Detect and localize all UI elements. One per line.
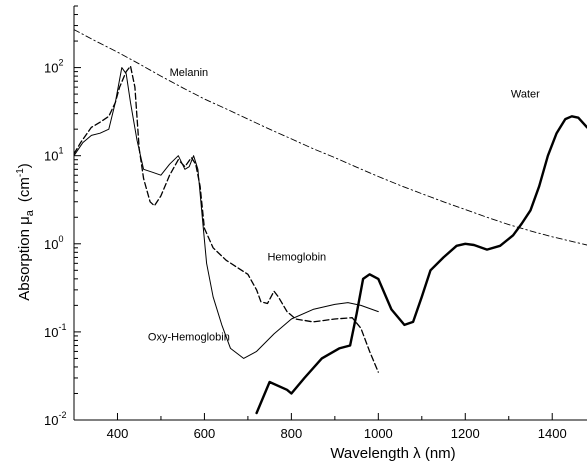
- y-axis-label-unit-close: ): [16, 163, 33, 168]
- y-tick-exp: 1: [58, 146, 63, 156]
- y-tick-exp: -1: [58, 322, 66, 332]
- y-axis-label-unit: (cm: [16, 177, 33, 202]
- y-tick-exp: 2: [58, 58, 63, 68]
- y-tick-base: 10: [44, 413, 58, 428]
- series-melanin: [74, 29, 587, 246]
- y-tick-label: 101: [44, 146, 63, 164]
- y-tick-base: 10: [44, 237, 58, 252]
- y-axis-label-unit-exp: -1: [15, 168, 26, 177]
- x-tick-label: 600: [194, 426, 216, 441]
- y-tick-label: 102: [44, 58, 63, 76]
- y-tick-label: 10-1: [44, 322, 66, 340]
- y-tick-exp: -2: [58, 410, 66, 420]
- y-tick-label: 100: [44, 234, 63, 252]
- y-axis-label-subscript: a: [24, 209, 36, 216]
- y-tick-label: 10-2: [44, 410, 66, 428]
- y-axis-label-prefix: Absorption μ: [16, 216, 33, 301]
- annotations: Melanin Water Hemoglobin Oxy-Hemoglobin: [148, 67, 540, 343]
- series-hemoglobin: [74, 65, 379, 373]
- y-axis-label: Absorption μa (cm-1): [15, 163, 36, 301]
- x-tick-label: 400: [107, 426, 129, 441]
- x-tick-label: 1200: [451, 426, 480, 441]
- x-axis-label: Wavelength λ (nm): [330, 445, 455, 462]
- y-tick-base: 10: [44, 61, 58, 76]
- y-tick-base: 10: [44, 325, 58, 340]
- annotation-hemoglobin: Hemoglobin: [267, 251, 326, 263]
- annotation-water: Water: [511, 88, 540, 100]
- series-water: [255, 115, 587, 415]
- plot-lines: [74, 29, 587, 415]
- y-tick-base: 10: [44, 149, 58, 164]
- annotation-oxy-hemoglobin: Oxy-Hemoglobin: [148, 331, 230, 343]
- annotation-melanin: Melanin: [170, 67, 209, 79]
- plot-frame: [73, 6, 587, 421]
- y-tick-exp: 0: [58, 234, 63, 244]
- x-tick-label: 800: [281, 426, 303, 441]
- x-tick-label: 1400: [538, 426, 567, 441]
- x-tick-label: 1000: [364, 426, 393, 441]
- series-oxy-hemoglobin: [74, 67, 379, 359]
